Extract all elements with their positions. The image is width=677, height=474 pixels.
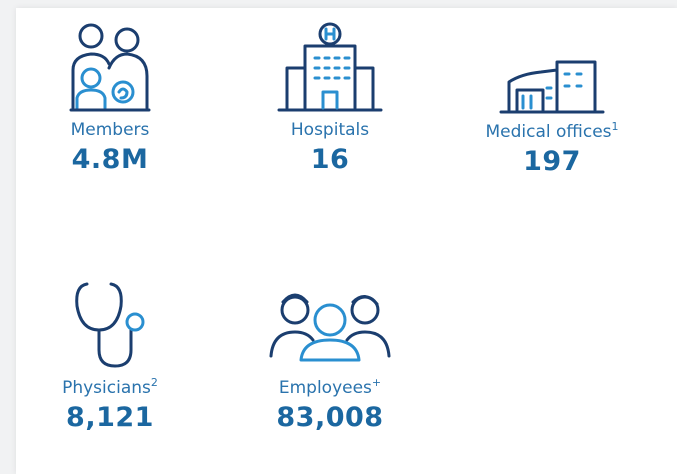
stat: Members 4.8M — [0, 18, 220, 175]
footnote-mark: + — [371, 376, 382, 389]
physicians-icon — [75, 282, 145, 368]
stat-value: 4.8M — [71, 144, 149, 175]
stat-value: 8,121 — [66, 402, 154, 433]
stat-label: Hospitals — [220, 120, 440, 140]
employees-icon — [269, 293, 391, 362]
label-text: Medical offices — [485, 122, 612, 142]
footnote-mark: 1 — [611, 120, 619, 133]
stat-label: Employees+ — [220, 376, 440, 398]
label-text: Members — [70, 120, 150, 140]
medical-offices-icon — [499, 60, 605, 114]
stat-label: Physicians2 — [0, 376, 220, 398]
label-text: Employees — [278, 378, 372, 398]
stat: Hospitals 16 — [220, 18, 440, 175]
stat-value: 83,008 — [276, 402, 384, 433]
hospitals-icon — [277, 22, 383, 112]
label-text: Physicians — [62, 378, 151, 398]
stat-value: 16 — [310, 144, 350, 175]
members-icon — [69, 23, 151, 112]
card: Members 4.8M Hospitals 16 Medical office… — [16, 8, 677, 474]
footnote-mark: 2 — [150, 376, 158, 389]
label-text: Hospitals — [290, 120, 370, 140]
stat-value: 197 — [523, 146, 581, 177]
stat: Physicians2 8,121 — [0, 280, 220, 433]
stat: Medical offices1 197 — [442, 18, 662, 177]
stat: Employees+ 83,008 — [220, 280, 440, 433]
stat-label: Members — [0, 120, 220, 140]
stat-label: Medical offices1 — [442, 120, 662, 142]
